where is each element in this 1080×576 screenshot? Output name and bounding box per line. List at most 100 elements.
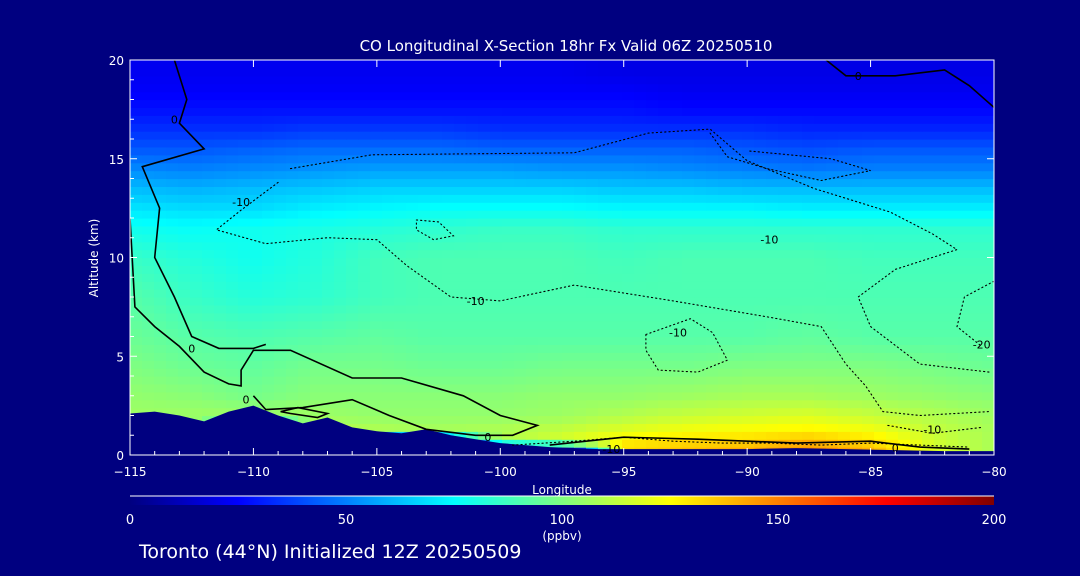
field-cell [310,415,323,424]
field-cell [286,75,299,85]
field-cell [646,107,659,116]
field-cell [430,352,443,361]
field-cell [166,83,179,93]
field-cell [646,91,659,101]
field-cell [202,383,215,393]
field-cell [562,67,575,77]
field-cell [766,352,779,361]
x-tick-label: −90 [734,465,759,479]
field-cell [154,360,167,369]
field-cell [862,91,875,101]
field-cell [514,312,527,322]
field-cell [346,202,359,211]
field-cell [946,439,959,448]
field-cell [550,304,563,314]
field-cell [538,218,551,227]
x-axis: −115 −110 −105 −100 −95 −90 −85 −80 [114,60,1007,479]
field-cell [598,383,611,393]
field-cell [826,202,839,211]
field-cell [238,218,251,227]
field-cell [502,162,515,172]
field-cell [226,202,239,211]
field-cell [754,383,767,393]
field-cell [466,123,479,132]
field-cell [718,360,731,369]
field-cell [910,67,923,77]
field-cell [406,225,419,235]
field-cell [874,194,887,203]
field-cell [658,297,671,306]
field-cell [742,131,755,140]
field-cell [502,297,515,306]
field-cell [826,297,839,306]
field-cell [310,376,323,385]
field-cell [430,249,443,259]
field-cell [670,146,683,156]
field-cell [718,423,731,432]
field-cell [406,328,419,338]
field-cell [310,304,323,314]
field-cell [982,257,994,266]
field-cell [286,399,299,409]
field-cell [370,131,383,140]
field-cell [166,60,179,69]
field-cell [754,257,767,266]
field-cell [418,328,431,338]
field-cell [514,146,527,156]
field-cell [166,297,179,306]
field-cell [970,328,983,338]
field-cell [130,233,143,243]
field-cell [190,60,203,69]
field-cell [382,202,395,211]
field-cell [406,67,419,77]
field-cell [490,178,503,187]
field-cell [406,123,419,132]
field-cell [958,233,971,243]
field-cell [874,304,887,314]
field-cell [442,281,455,290]
field-cell [706,107,719,116]
field-cell [430,289,443,298]
field-cell [514,281,527,290]
field-cell [814,383,827,393]
field-cell [298,131,311,140]
field-cell [322,376,335,385]
field-cell [946,312,959,322]
field-cell [706,91,719,101]
field-cell [874,360,887,369]
field-cell [970,146,983,156]
field-cell [730,210,743,219]
field-cell [166,249,179,259]
field-cell [718,304,731,314]
field-cell [262,91,275,101]
field-cell [778,178,791,187]
field-cell [886,162,899,172]
field-cell [526,407,539,417]
field-cell [862,336,875,345]
field-cell [682,154,695,164]
field-cell [298,75,311,85]
field-cell [622,439,635,448]
field-cell [226,83,239,93]
field-cell [910,320,923,330]
field-cell [178,162,191,172]
field-cell [886,146,899,156]
field-cell [598,91,611,101]
field-cell [622,376,635,385]
field-cell [322,170,335,180]
field-cell [262,186,275,195]
field-cell [742,178,755,187]
field-cell [934,194,947,203]
field-cell [718,83,731,93]
field-cell [286,146,299,156]
field-cell [406,210,419,219]
field-cell [862,146,875,156]
field-cell [502,289,515,298]
field-cell [682,107,695,116]
field-cell [442,60,455,69]
field-cell [274,99,287,108]
field-cell [610,162,623,172]
field-cell [322,202,335,211]
field-cell [430,376,443,385]
field-cell [478,60,491,69]
